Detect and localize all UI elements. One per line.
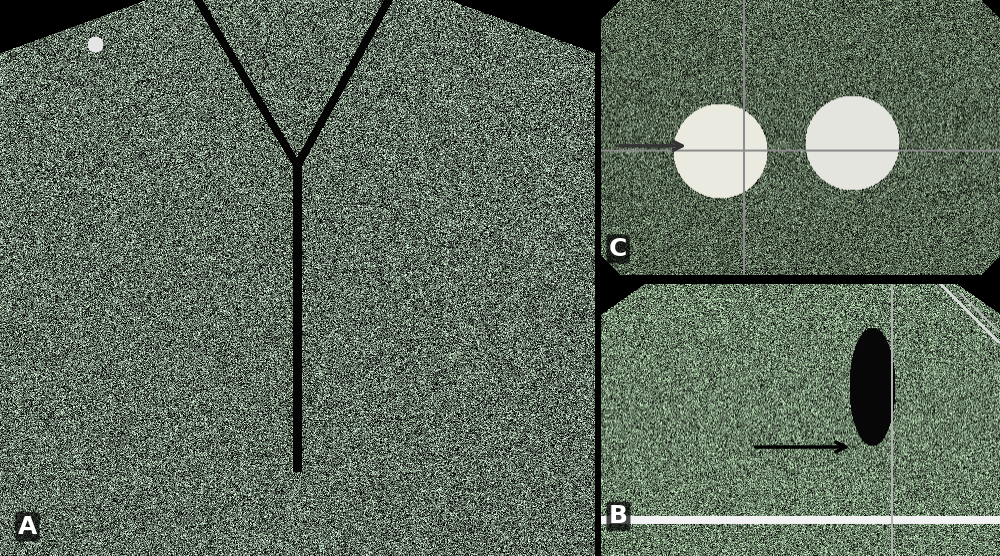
Text: A: A	[18, 515, 37, 539]
Text: C: C	[609, 237, 627, 261]
Text: B: B	[609, 504, 628, 528]
